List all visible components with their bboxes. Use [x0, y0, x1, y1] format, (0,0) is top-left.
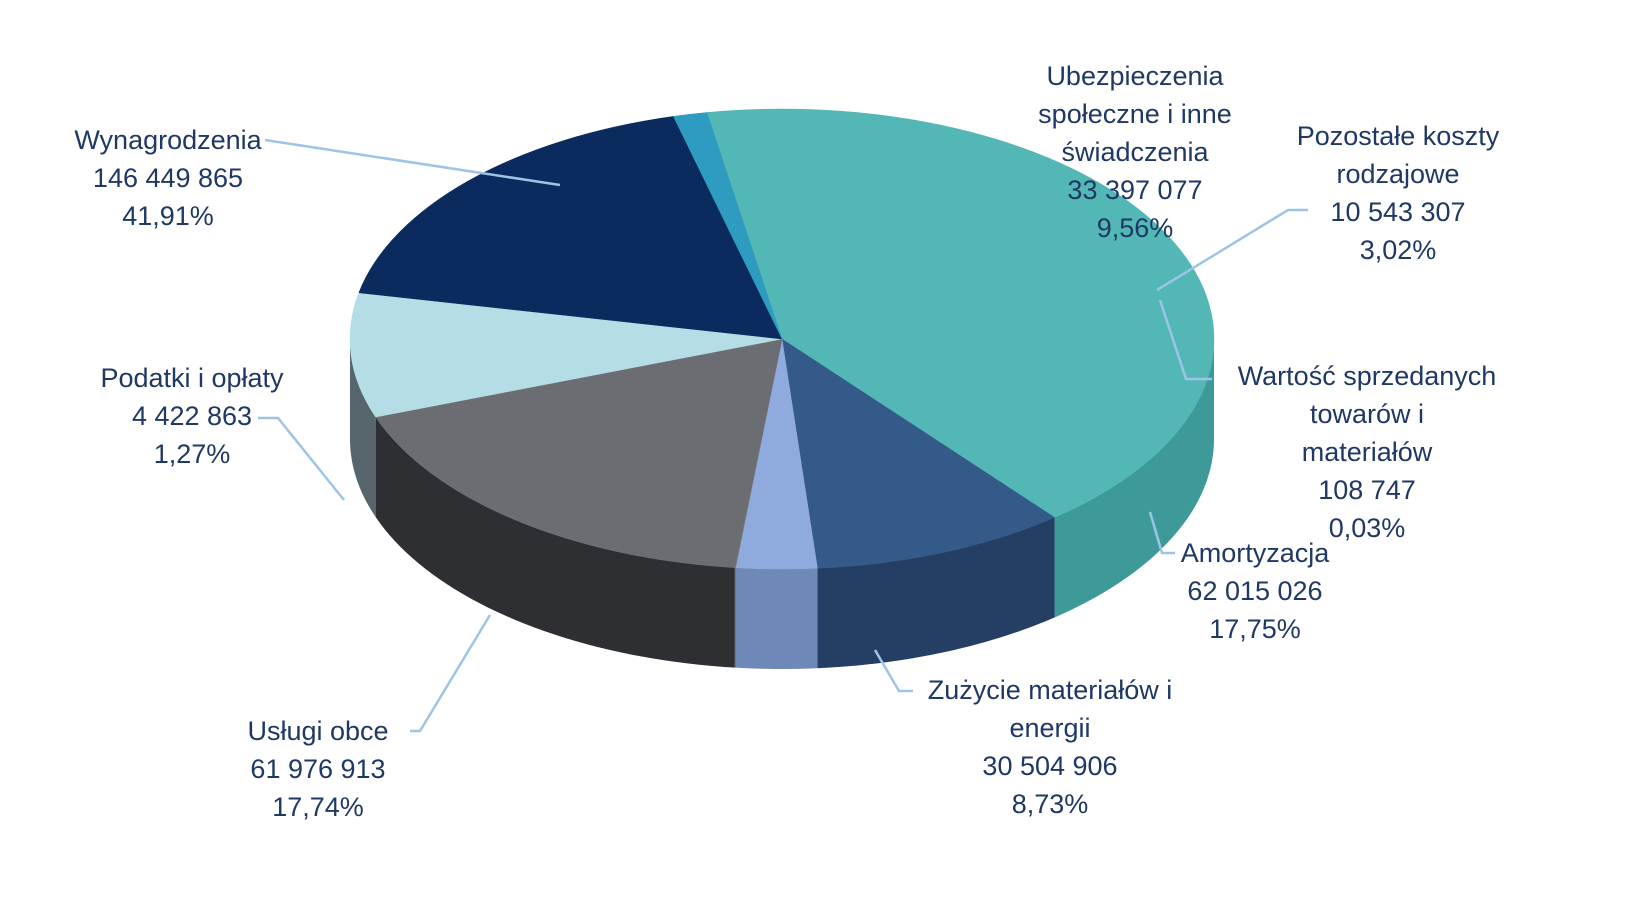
leader-line-wynagrodzenia [264, 138, 561, 187]
slice-value: 146 449 865 [93, 163, 243, 193]
pie-slice-amortyzacja [375, 338, 783, 568]
pie-slice-uslugi-obce [358, 116, 783, 340]
leader-line-pozostale-koszty-rodzajowe [1156, 208, 1308, 292]
slice-name: towarów i [1310, 399, 1424, 429]
leader-line-podatki-i-oplaty [258, 416, 345, 501]
slice-value: 30 504 906 [982, 751, 1117, 781]
slice-name: materiałów [1302, 437, 1433, 467]
pie-side-wartosc-sprzedanych-towarow-i-materialow [734, 567, 736, 668]
leader-line-wartosc-sprzedanych-towarow-i-materialow [1158, 299, 1212, 381]
slice-label-ubezpieczenia-spoleczne-i-inne-swiadczenia: Ubezpieczenia społeczne i inne świadczenia… [1038, 61, 1232, 243]
slice-value: 10 543 307 [1330, 197, 1465, 227]
slice-name: Wynagrodzenia [74, 125, 262, 155]
slice-name: Amortyzacja [1181, 538, 1331, 568]
slice-percent: 8,73% [1012, 789, 1089, 819]
pie-slice-podatki-i-oplaty [673, 112, 783, 340]
slice-label-wartosc-sprzedanych-towarow-i-materialow: Wartość sprzedanych towarów i materiałów 10… [1238, 361, 1497, 543]
slice-percent: 0,03% [1329, 513, 1406, 543]
leader-line-zuzycie-materialow-i-energii [873, 649, 913, 693]
slice-value: 33 397 077 [1067, 175, 1202, 205]
slice-percent: 17,74% [272, 792, 364, 822]
pie-slice-pozostale-koszty-rodzajowe [735, 338, 818, 570]
slice-value: 61 976 913 [250, 754, 385, 784]
slice-label-uslugi-obce: Usługi obce 61 976 913 17,74% [247, 716, 388, 822]
pie-slice-ubezpieczenia-spoleczne-i-inne-swiadczenia [781, 338, 1056, 569]
slice-name: energii [1009, 713, 1090, 743]
slice-label-pozostale-koszty-rodzajowe: Pozostałe koszty rodzajowe 10 543 307 3,02% [1297, 121, 1500, 265]
slice-value: 108 747 [1318, 475, 1416, 505]
pie-side-zuzycie-materialow-i-energii [350, 339, 376, 518]
slice-name: rodzajowe [1336, 159, 1459, 189]
pie-slice-wynagrodzenia [706, 108, 1215, 518]
slice-name: Wartość sprzedanych [1238, 361, 1497, 391]
slice-name: Zużycie materiałów i [928, 675, 1173, 705]
leader-line-uslugi-obce [410, 614, 492, 733]
slice-value: 4 422 863 [132, 401, 252, 431]
slice-name: Usługi obce [247, 716, 388, 746]
slice-percent: 17,75% [1209, 614, 1301, 644]
slice-label-zuzycie-materialow-i-energii: Zużycie materiałów i energii 30 504 906 8,7… [928, 675, 1173, 819]
slice-name: społeczne i inne [1038, 99, 1232, 129]
slice-name: Podatki i opłaty [100, 363, 284, 393]
pie-side-wynagrodzenia [1054, 339, 1214, 618]
pie-side-amortyzacja [375, 417, 735, 668]
pie-slice-zuzycie-materialow-i-energii [349, 292, 783, 418]
slice-labels: Wynagrodzenia 146 449 865 41,91% Ubezpiecze… [74, 61, 1499, 822]
pie-tops [349, 108, 1215, 570]
leader-lines [258, 138, 1308, 733]
slice-label-wynagrodzenia: Wynagrodzenia 146 449 865 41,91% [74, 125, 262, 231]
slice-percent: 1,27% [154, 439, 231, 469]
slice-percent: 9,56% [1097, 213, 1174, 243]
slice-label-podatki-i-oplaty: Podatki i opłaty 4 422 863 1,27% [100, 363, 284, 469]
slice-percent: 3,02% [1360, 235, 1437, 265]
slice-name: świadczenia [1061, 137, 1209, 167]
leader-line-amortyzacja [1148, 511, 1175, 555]
slice-name: Ubezpieczenia [1046, 61, 1224, 91]
pie-sides [350, 339, 1214, 669]
pie-side-ubezpieczenia-spoleczne-i-inne-swiadczenia [817, 517, 1055, 669]
slice-value: 62 015 026 [1187, 576, 1322, 606]
slice-percent: 41,91% [122, 201, 214, 231]
slice-name: Pozostałe koszty [1297, 121, 1500, 151]
slice-label-amortyzacja: Amortyzacja 62 015 026 17,75% [1181, 538, 1331, 644]
pie-side-pozostale-koszty-rodzajowe [735, 567, 818, 669]
